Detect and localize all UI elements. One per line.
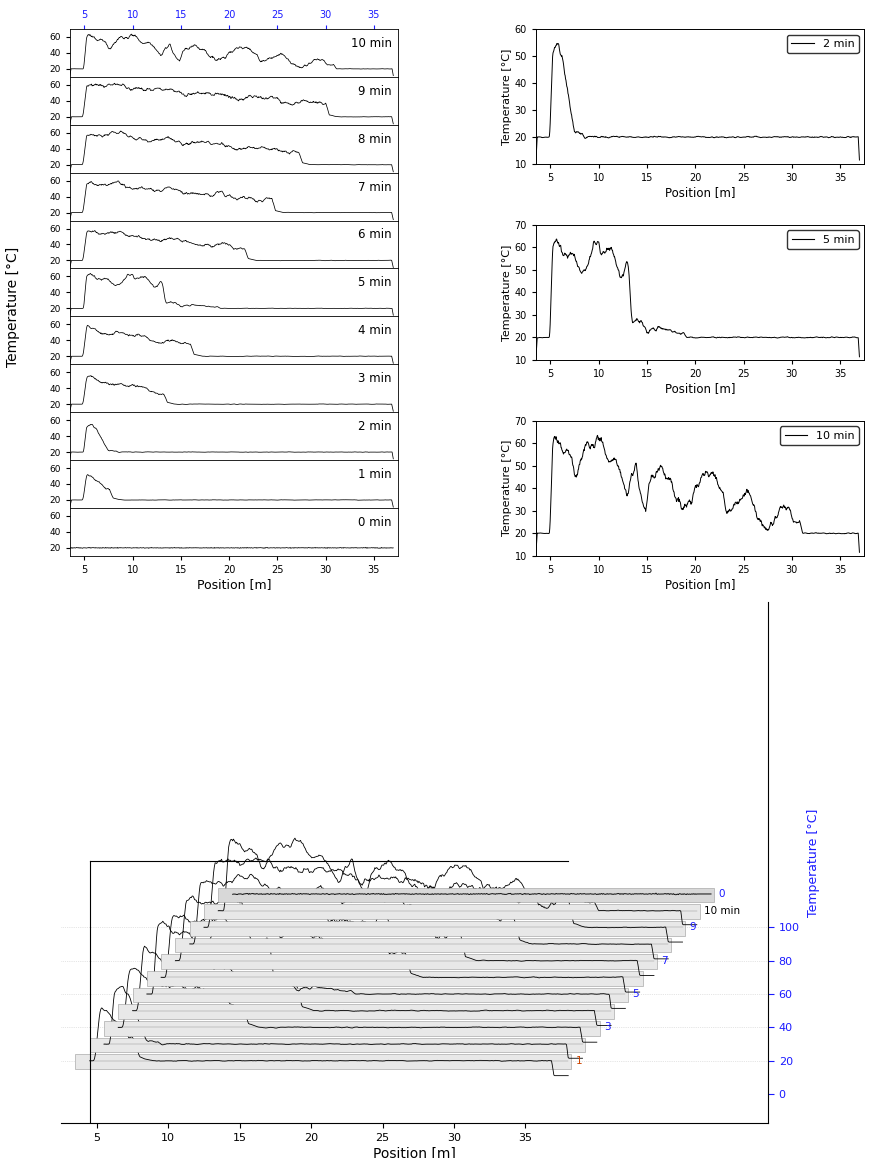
X-axis label: Position [m]: Position [m]: [665, 382, 735, 395]
Text: 7: 7: [661, 955, 668, 966]
Text: 9: 9: [690, 922, 697, 932]
Legend: 5 min: 5 min: [787, 230, 859, 249]
Text: 10 min: 10 min: [351, 37, 392, 50]
Text: 2 min: 2 min: [358, 420, 392, 433]
Legend: 10 min: 10 min: [780, 426, 859, 445]
Polygon shape: [204, 904, 699, 919]
Y-axis label: Temperature [°C]: Temperature [°C]: [502, 244, 512, 340]
Text: Temperature [°C]: Temperature [°C]: [6, 247, 20, 367]
Text: 3: 3: [604, 1023, 610, 1033]
Text: 10 min: 10 min: [704, 906, 740, 916]
Text: 0: 0: [718, 889, 725, 899]
Polygon shape: [162, 954, 656, 969]
Polygon shape: [90, 1038, 586, 1053]
Text: 4 min: 4 min: [358, 324, 392, 337]
Text: 9 min: 9 min: [358, 85, 392, 97]
X-axis label: Position [m]: Position [m]: [665, 578, 735, 591]
Legend: 2 min: 2 min: [787, 35, 859, 53]
Text: 6 min: 6 min: [358, 228, 392, 241]
Polygon shape: [75, 1055, 571, 1069]
X-axis label: Position [m]: Position [m]: [665, 185, 735, 199]
Polygon shape: [218, 888, 714, 902]
Polygon shape: [175, 938, 671, 952]
Text: 5 min: 5 min: [358, 277, 392, 290]
Text: 8 min: 8 min: [358, 133, 392, 146]
Text: 5: 5: [633, 989, 639, 999]
Polygon shape: [104, 1021, 600, 1035]
Polygon shape: [133, 988, 629, 1003]
Y-axis label: Temperature [°C]: Temperature [°C]: [807, 808, 820, 917]
Y-axis label: Temperature [°C]: Temperature [°C]: [502, 440, 512, 536]
Text: 1: 1: [575, 1056, 582, 1065]
Text: 3 min: 3 min: [358, 372, 392, 386]
X-axis label: Position [m]: Position [m]: [374, 1148, 456, 1158]
Text: 1 min: 1 min: [358, 468, 392, 481]
Polygon shape: [147, 972, 643, 985]
X-axis label: Position [m]: Position [m]: [196, 578, 272, 591]
Polygon shape: [189, 921, 685, 936]
Y-axis label: Temperature [°C]: Temperature [°C]: [502, 49, 512, 145]
Text: 7 min: 7 min: [358, 181, 392, 193]
Polygon shape: [118, 1004, 614, 1019]
Text: 0 min: 0 min: [358, 515, 392, 529]
